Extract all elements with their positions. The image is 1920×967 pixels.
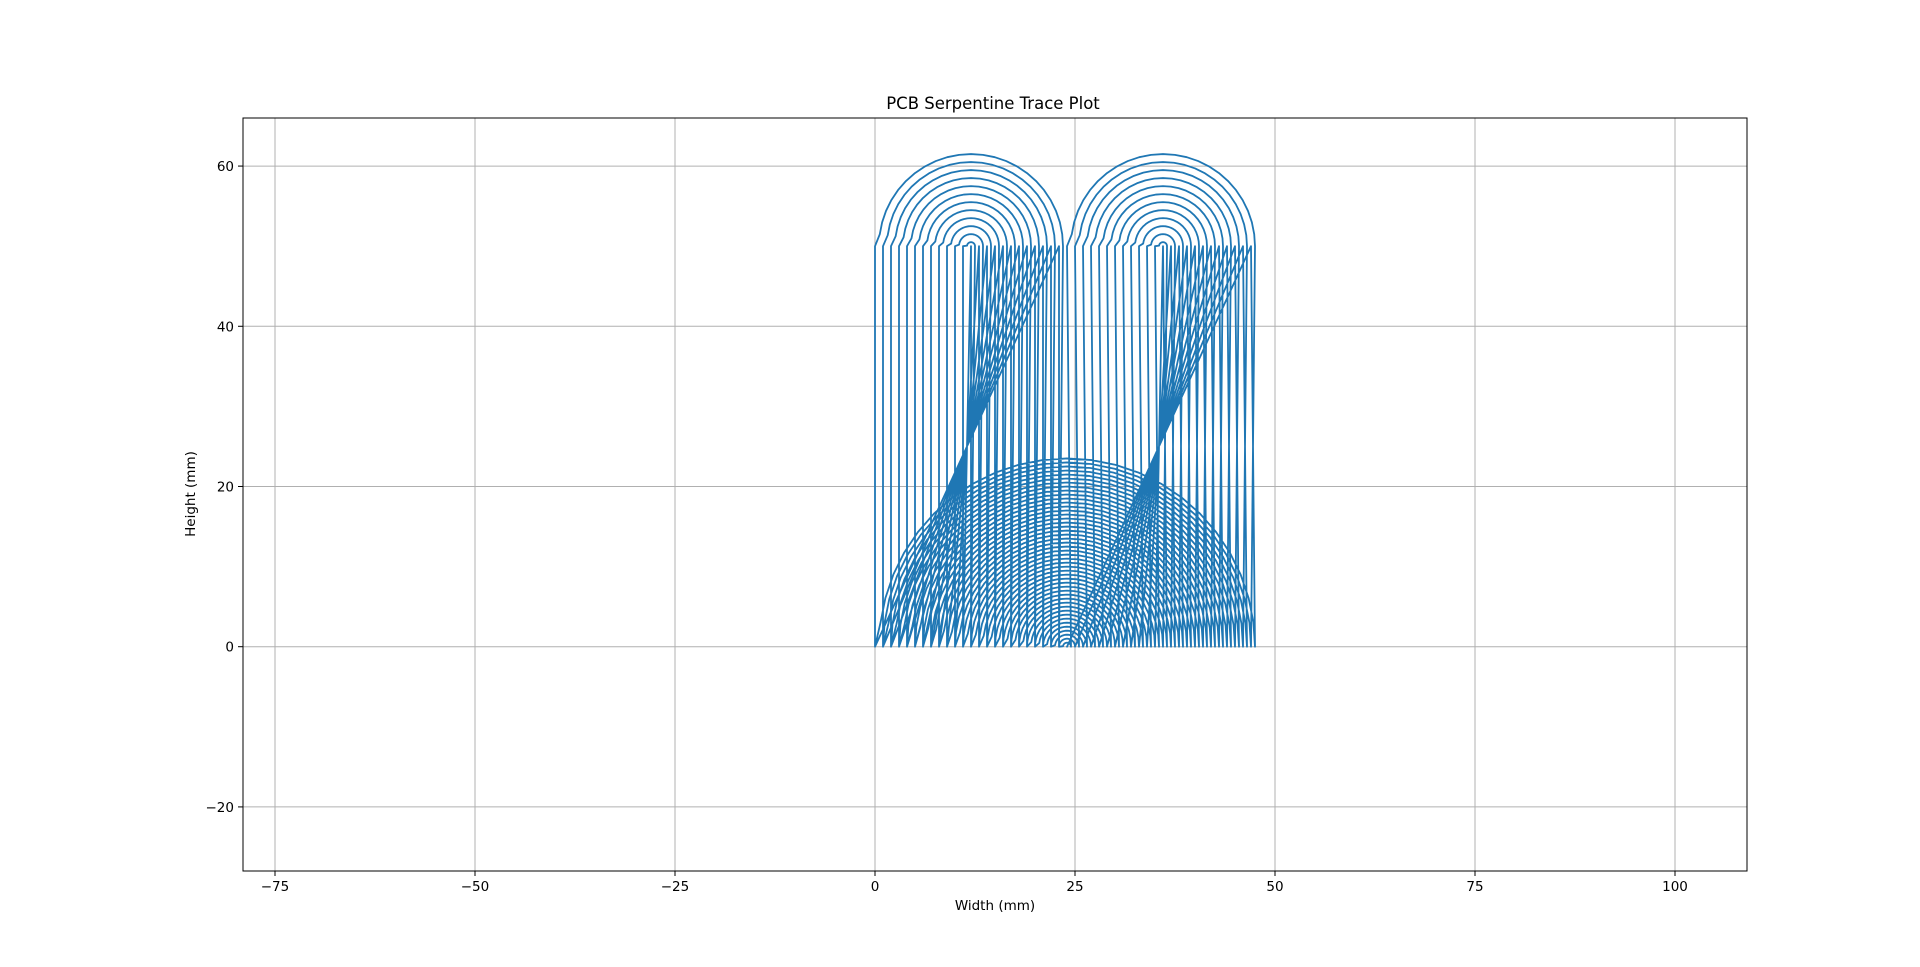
y-tick-label: 0 — [225, 640, 234, 656]
x-tick-label: −25 — [661, 879, 690, 895]
y-axis-ticks: −20 0 20 40 60 — [206, 159, 243, 816]
x-tick-label: −50 — [461, 879, 490, 895]
x-tick-label: −75 — [261, 879, 290, 895]
serpentine-trace-line — [874, 153, 1256, 648]
x-tick-label: 50 — [1266, 879, 1283, 895]
y-tick-label: 20 — [217, 479, 234, 495]
chart-title: PCB Serpentine Trace Plot — [886, 94, 1100, 113]
x-axis-ticks: −75 −50 −25 0 25 50 75 100 — [261, 871, 1688, 895]
y-tick-label: −20 — [206, 800, 235, 816]
x-tick-label: 75 — [1466, 879, 1483, 895]
x-tick-label: 25 — [1066, 879, 1083, 895]
y-tick-label: 60 — [217, 159, 234, 175]
x-tick-label: 0 — [871, 879, 880, 895]
x-axis-label: Width (mm) — [955, 898, 1035, 914]
plot-frame — [242, 117, 1748, 872]
y-tick-label: 40 — [217, 319, 234, 335]
y-axis-label: Height (mm) — [183, 451, 199, 537]
trace-series — [874, 153, 1256, 648]
x-tick-label: 100 — [1662, 879, 1688, 895]
